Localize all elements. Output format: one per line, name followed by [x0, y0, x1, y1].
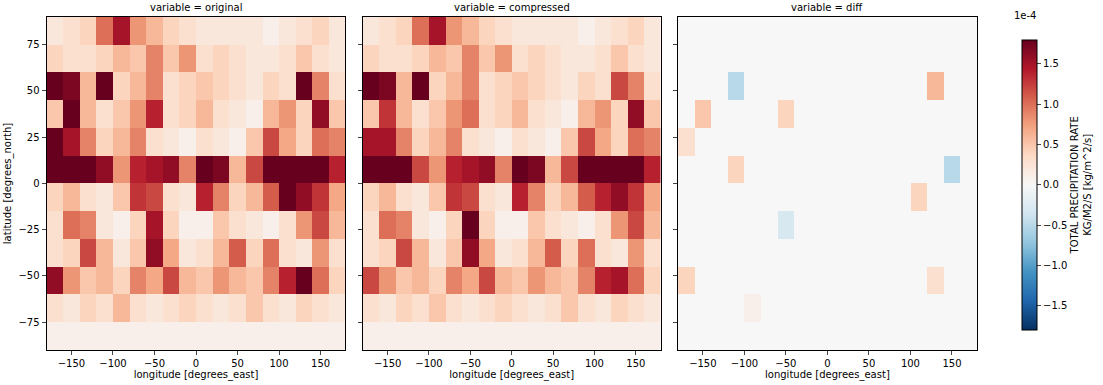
svg-text:100: 100 — [270, 358, 289, 369]
svg-text:−50: −50 — [144, 358, 165, 369]
svg-text:100: 100 — [901, 358, 920, 369]
svg-text:variable = diff: variable = diff — [791, 2, 863, 13]
svg-text:150: 150 — [626, 358, 645, 369]
svg-text:100: 100 — [585, 358, 604, 369]
svg-text:−100: −100 — [99, 358, 126, 369]
svg-text:150: 150 — [311, 358, 330, 369]
svg-text:1.5: 1.5 — [1043, 58, 1059, 69]
svg-text:−50: −50 — [460, 358, 481, 369]
svg-text:−75: −75 — [18, 317, 39, 328]
svg-text:−150: −150 — [689, 358, 716, 369]
svg-text:variable = compressed: variable = compressed — [454, 2, 570, 13]
svg-text:−25: −25 — [18, 224, 39, 235]
svg-text:−100: −100 — [415, 358, 442, 369]
svg-text:latitude [degrees_north]: latitude [degrees_north] — [2, 123, 14, 245]
svg-text:1e-4: 1e-4 — [1014, 10, 1037, 21]
svg-text:50: 50 — [547, 358, 560, 369]
svg-text:longitude [degrees_east]: longitude [degrees_east] — [765, 369, 890, 381]
svg-text:0: 0 — [509, 358, 515, 369]
svg-text:−0.5: −0.5 — [1043, 220, 1067, 231]
svg-text:1.0: 1.0 — [1043, 99, 1059, 110]
svg-text:variable = original: variable = original — [150, 2, 242, 13]
svg-text:0: 0 — [824, 358, 830, 369]
svg-text:−50: −50 — [775, 358, 796, 369]
svg-text:longitude [degrees_east]: longitude [degrees_east] — [449, 369, 574, 381]
svg-text:75: 75 — [27, 39, 40, 50]
svg-text:−150: −150 — [58, 358, 85, 369]
svg-text:50: 50 — [231, 358, 244, 369]
svg-text:50: 50 — [27, 85, 40, 96]
svg-text:TOTAL PRECIPITATION RATEKG/M2/: TOTAL PRECIPITATION RATEKG/M2/S [kg/m^2/… — [1069, 116, 1093, 254]
svg-text:−50: −50 — [18, 270, 39, 281]
svg-text:0: 0 — [193, 358, 199, 369]
svg-text:0.5: 0.5 — [1043, 139, 1059, 150]
svg-text:−100: −100 — [731, 358, 758, 369]
svg-text:50: 50 — [863, 358, 876, 369]
svg-text:150: 150 — [942, 358, 961, 369]
svg-text:−1.5: −1.5 — [1043, 300, 1067, 311]
svg-text:25: 25 — [27, 132, 40, 143]
svg-text:−1.0: −1.0 — [1043, 260, 1067, 271]
svg-text:0: 0 — [33, 178, 39, 189]
svg-text:−150: −150 — [374, 358, 401, 369]
svg-text:0.0: 0.0 — [1043, 179, 1059, 190]
svg-text:longitude [degrees_east]: longitude [degrees_east] — [134, 369, 259, 381]
